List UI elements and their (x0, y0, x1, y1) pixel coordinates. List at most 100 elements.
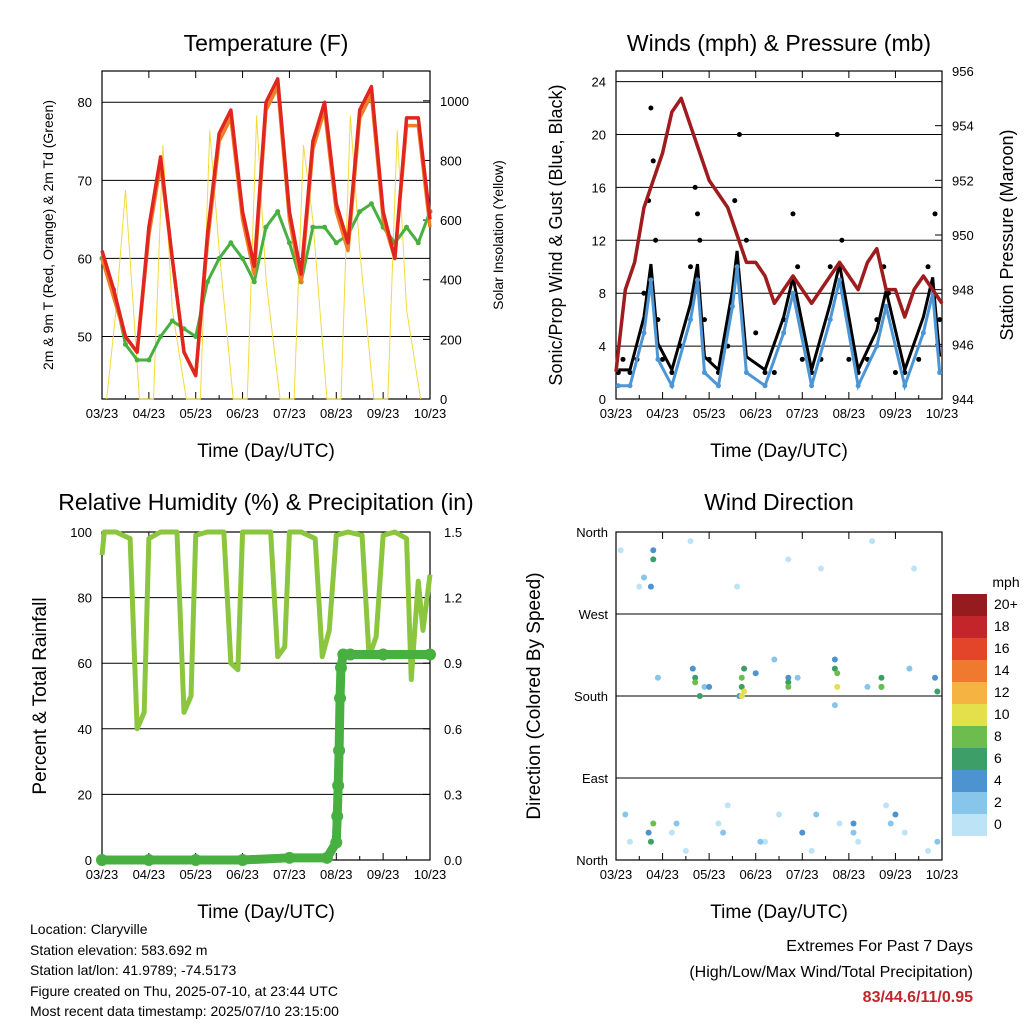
wind-speed-point (743, 370, 749, 376)
direction-point (799, 829, 806, 836)
dewpoint-point (415, 240, 421, 246)
x-tick-label: 06/23 (226, 867, 259, 882)
y-tick-label: West (579, 607, 609, 622)
dewpoint-point (322, 224, 328, 230)
legend-swatch (952, 594, 987, 616)
y-tick-label: East (582, 771, 608, 786)
legend-label: 14 (994, 662, 1010, 678)
x-tick-label: 05/23 (693, 867, 726, 882)
y-right-tick-label: 952 (952, 173, 974, 188)
x-tick-label: 08/23 (833, 867, 866, 882)
y-tick-label: 0 (599, 392, 606, 407)
x-tick-label: 08/23 (320, 867, 353, 882)
x-tick-label: 05/23 (179, 867, 212, 882)
direction-point (771, 656, 778, 663)
y-tick-label: 16 (592, 180, 606, 195)
dewpoint-point (357, 209, 363, 215)
pressure-line (614, 96, 944, 372)
legend-label: 6 (994, 750, 1002, 766)
direction-point (817, 565, 824, 572)
y-right-tick-label: 946 (952, 337, 974, 352)
direction-point (808, 847, 815, 854)
direction-point (813, 811, 820, 818)
direction-point (647, 583, 654, 590)
y-right-tick-label: 400 (440, 273, 462, 288)
x-tick-label: 06/23 (226, 406, 259, 421)
direction-point (650, 547, 657, 554)
dewpoint-point (333, 240, 339, 246)
panel-title: Wind Direction (704, 489, 854, 515)
precip-point (424, 648, 436, 661)
x-axis-label: Time (Day/UTC) (197, 441, 335, 462)
y-right-tick-label: 948 (952, 283, 974, 298)
direction-point (831, 665, 838, 672)
wind-speed-point (715, 383, 721, 389)
gust-point (771, 370, 777, 376)
direction-point (850, 829, 857, 836)
legend-label: 0 (994, 816, 1002, 832)
precip-point (236, 854, 249, 866)
x-tick-label: 07/23 (273, 867, 306, 882)
dewpoint-point (404, 224, 410, 230)
y-axis-label: Direction (Colored By Speed) (524, 572, 545, 819)
wind-speed-point (655, 356, 661, 362)
y-right-tick-label: 954 (952, 119, 974, 134)
wind-speed-line (618, 266, 942, 392)
wind-speed-point (827, 317, 833, 323)
gust-point (648, 105, 654, 111)
y-right-axis-label: Solar Insolation (Yellow) (490, 160, 506, 310)
direction-point (654, 674, 661, 681)
panel-1: Winds (mph) & Pressure (mb) 03/23 04/23 05/… (546, 30, 1017, 462)
direction-point (794, 674, 801, 681)
dewpoint-point (158, 334, 164, 340)
precip-point (332, 779, 345, 792)
direction-point (850, 820, 857, 827)
x-axis-label: Time (Day/UTC) (197, 902, 335, 923)
legend-swatch (952, 704, 987, 726)
direction-point (668, 829, 675, 836)
precip-line (102, 649, 430, 865)
series-line-0 (100, 77, 432, 378)
y-tick-label: 12 (592, 233, 606, 248)
y-right-tick-label: 0.0 (444, 853, 462, 868)
x-tick-label: 05/23 (693, 406, 726, 421)
x-tick-label: 03/23 (86, 867, 119, 882)
legend-label: 8 (994, 728, 1002, 744)
y-axis-label: 2m & 9m T (Red, Orange) & 2m Td (Green) (40, 100, 56, 370)
wind-speed-point (855, 383, 861, 389)
direction-point (752, 670, 759, 677)
y-right-tick-label: 200 (440, 332, 462, 347)
wind-speed-point (790, 290, 796, 296)
x-tick-label: 07/23 (786, 406, 819, 421)
direction-point (869, 538, 876, 545)
location-text: Location: Claryville (30, 921, 148, 937)
precip-point (330, 836, 343, 849)
x-tick-label: 03/23 (600, 867, 633, 882)
gust-point (799, 356, 805, 362)
direction-point (741, 665, 748, 672)
direction-point (650, 820, 657, 827)
y-right-tick-label: 0.6 (444, 722, 462, 737)
wind-speed-point (809, 383, 815, 389)
direction-point (692, 674, 699, 681)
x-tick-label: 09/23 (879, 406, 912, 421)
wind-speed-point (781, 330, 787, 336)
wind-speed-point (641, 330, 647, 336)
wind-speed-point (883, 303, 889, 309)
panel-title: Winds (mph) & Pressure (mb) (627, 30, 931, 56)
precip-point (283, 851, 296, 864)
direction-point (682, 847, 689, 854)
legend-label: 20+ (994, 596, 1018, 612)
wind-speed-point (615, 383, 621, 389)
direction-point (883, 802, 890, 809)
direction-point (934, 688, 941, 695)
direction-point (836, 820, 843, 827)
dewpoint-point (146, 357, 152, 363)
direction-point (925, 847, 932, 854)
gust-point (732, 198, 738, 204)
humidity-line (99, 529, 433, 732)
y-right-tick-label: 0 (440, 392, 447, 407)
precip-point (96, 854, 108, 866)
gust-point (827, 264, 833, 270)
direction-point (878, 674, 885, 681)
